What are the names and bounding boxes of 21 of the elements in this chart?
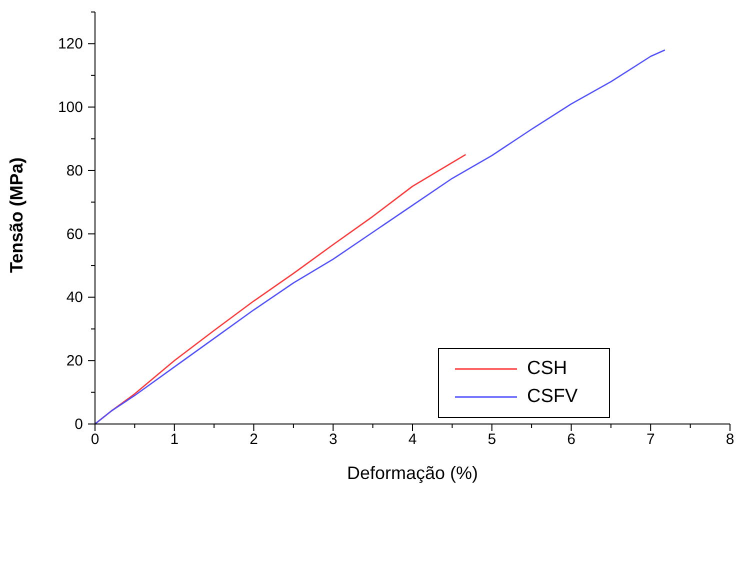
y-tick-label: 100 <box>58 99 83 116</box>
x-tick-label: 8 <box>726 431 734 448</box>
y-tick-label: 0 <box>74 416 83 433</box>
legend-label: CSH <box>527 358 568 380</box>
x-tick-label: 4 <box>408 431 417 448</box>
y-axis-title: Tensão (MPa) <box>6 157 26 273</box>
x-tick-label: 6 <box>567 431 576 448</box>
x-tick-label: 1 <box>170 431 179 448</box>
y-tick-label: 120 <box>58 36 83 53</box>
x-tick-label: 0 <box>90 431 100 448</box>
legend-label: CSFV <box>527 386 578 408</box>
x-tick-label: 3 <box>328 431 338 448</box>
y-tick-label: 80 <box>66 162 83 180</box>
y-tick-label: 60 <box>66 226 83 243</box>
x-tick-label: 2 <box>250 431 258 448</box>
y-tick-label: 40 <box>66 289 83 306</box>
x-tick-label: 7 <box>646 431 655 448</box>
line-series <box>95 49 666 424</box>
x-tick-label: 5 <box>488 431 496 448</box>
x-axis-title: Deformação (%) <box>346 463 478 483</box>
y-tick-label: 20 <box>66 352 83 370</box>
